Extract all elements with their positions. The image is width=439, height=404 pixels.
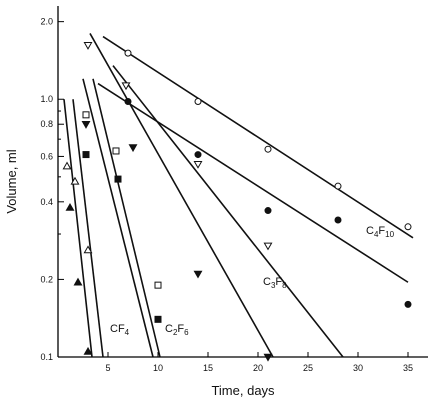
- circle-marker: [264, 207, 272, 215]
- fit-line: [112, 65, 344, 358]
- triangle-up-marker: [83, 245, 93, 254]
- fit-line: [72, 99, 104, 358]
- x-tick-label: 35: [403, 363, 413, 373]
- y-tick-label: 0.6: [40, 151, 53, 161]
- triangle-down-marker: [128, 144, 138, 153]
- x-tick-label: 5: [105, 363, 110, 373]
- triangle-up-marker: [62, 161, 72, 170]
- triangle-down-marker: [263, 242, 273, 251]
- fit-line: [92, 78, 161, 358]
- y-axis-title: Volume, ml: [4, 149, 19, 213]
- y-tick-label: 0.2: [40, 274, 53, 284]
- y-tick-label: 0.8: [40, 119, 53, 129]
- curve-label: CF4: [110, 323, 130, 337]
- circle-marker: [194, 151, 202, 159]
- triangle-down-marker: [121, 82, 131, 91]
- x-axis-title: Time, days: [211, 383, 275, 398]
- square-marker: [82, 151, 90, 159]
- circle-marker: [194, 98, 202, 106]
- square-marker: [82, 111, 90, 119]
- square-marker: [114, 175, 122, 183]
- y-tick-label: 2.0: [40, 17, 53, 27]
- triangle-up-marker: [73, 277, 83, 286]
- triangle-up-marker: [70, 176, 80, 185]
- y-tick-label: 0.1: [40, 352, 53, 362]
- x-ticks: 5 10 15 20 25 30 35: [105, 352, 413, 373]
- y-ticks: 0.1 0.2 0.4 0.6 0.8 1.0 2.0: [40, 17, 64, 362]
- fit-line: [102, 35, 414, 239]
- circle-marker: [404, 300, 412, 308]
- circle-marker: [264, 145, 272, 153]
- triangle-up-marker: [83, 346, 93, 355]
- x-tick-label: 30: [353, 363, 363, 373]
- y-tick-label: 1.0: [40, 94, 53, 104]
- square-marker: [112, 147, 120, 155]
- x-tick-label: 10: [153, 363, 163, 373]
- fit-line: [89, 33, 274, 358]
- circle-marker: [334, 216, 342, 224]
- fit-line: [82, 78, 154, 358]
- y-tick-label: 0.4: [40, 197, 53, 207]
- curve-label: C2F6: [165, 323, 189, 337]
- x-tick-label: 15: [203, 363, 213, 373]
- circle-marker: [404, 223, 412, 231]
- axes: [57, 6, 428, 358]
- curve-label: C3F8: [263, 276, 287, 290]
- fit-line: [97, 82, 409, 283]
- data-points: [62, 42, 412, 362]
- fit-lines: [63, 33, 414, 358]
- curve-labels: CF4 C2F6 C3F8 C4F10: [110, 225, 395, 337]
- triangle-down-marker: [263, 353, 273, 362]
- square-marker: [154, 315, 162, 323]
- triangle-down-marker: [193, 160, 203, 169]
- circle-marker: [334, 182, 342, 190]
- triangle-down-marker: [81, 121, 91, 129]
- triangle-up-marker: [65, 202, 75, 211]
- x-tick-label: 20: [253, 363, 263, 373]
- x-tick-label: 25: [303, 363, 313, 373]
- fit-line: [63, 99, 93, 358]
- triangle-down-marker: [193, 270, 203, 279]
- circle-marker: [124, 49, 132, 57]
- circle-marker: [124, 98, 132, 106]
- curve-label: C4F10: [366, 225, 395, 239]
- square-marker: [154, 281, 162, 289]
- triangle-down-marker: [83, 42, 93, 50]
